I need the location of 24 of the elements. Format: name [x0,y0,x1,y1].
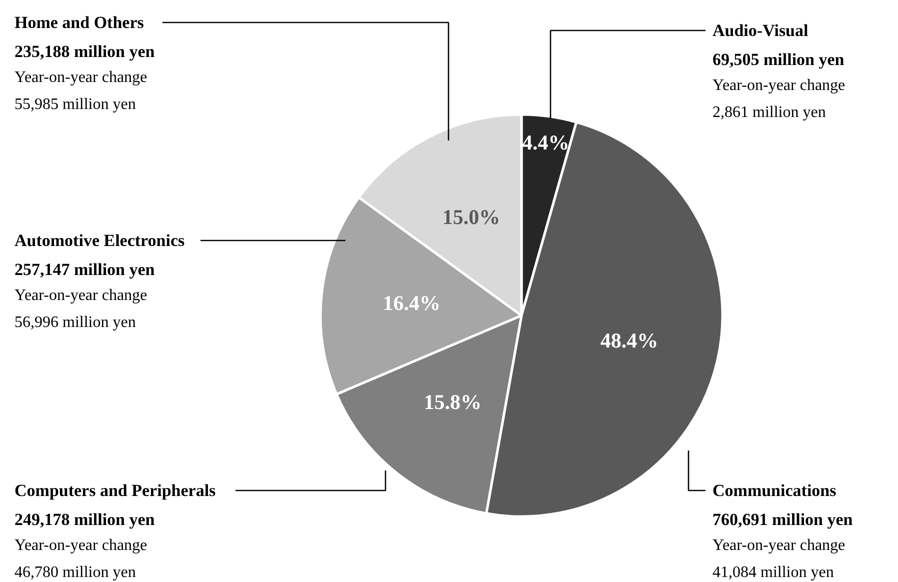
slice-label: Home and Others [14,13,144,32]
text: Year-on-year change [14,537,148,554]
text: 257,147 million yen [14,260,156,279]
data-label: 16.4% [382,291,441,316]
text: Year-on-year change [712,77,846,94]
text: 249,178 million yen [14,510,156,529]
text: 46,780 million yen [14,564,136,581]
text: Year-on-year change [14,287,148,304]
slice-label: Audio-Visual [712,21,809,40]
text: 235,188 million yen [14,42,156,61]
slice-label: Automotive Electronics [14,231,186,250]
text: Year-on-year change [712,537,846,554]
text: 69,505 million yen [712,50,845,69]
data-label: 15.8% [424,390,482,414]
slice-label: Communications [712,481,837,500]
data-label: 15.0% [442,205,500,229]
text: 2,861 million yen [712,104,826,121]
slice-label: Computers and Peripherals [14,481,216,500]
text: Year-on-year change [14,69,148,86]
data-label: 48.4% [600,328,658,352]
text: 41,084 million yen [712,564,834,581]
text: 55,985 million yen [14,96,136,113]
text: 56,996 million yen [14,314,136,331]
text: 760,691 million yen [712,510,854,529]
